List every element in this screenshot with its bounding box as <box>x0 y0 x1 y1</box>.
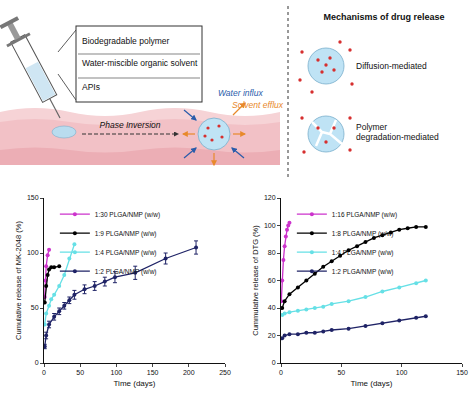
svg-text:150: 150 <box>27 194 39 201</box>
svg-text:1:2 PLGA/NMP (w/w): 1:2 PLGA/NMP (w/w) <box>95 268 157 276</box>
svg-text:100: 100 <box>111 369 123 376</box>
svg-text:100: 100 <box>27 249 39 256</box>
svg-text:1:9 PLGA/NMP (w/w): 1:9 PLGA/NMP (w/w) <box>95 230 157 238</box>
svg-text:Water influx: Water influx <box>218 88 263 98</box>
svg-text:0: 0 <box>42 369 46 376</box>
svg-text:20: 20 <box>268 332 276 339</box>
svg-text:Solvent efflux: Solvent efflux <box>232 100 284 110</box>
svg-text:Mechanisms of drug release: Mechanisms of drug release <box>323 12 444 22</box>
svg-text:Biodegradable polymer: Biodegradable polymer <box>82 36 170 46</box>
svg-text:0: 0 <box>272 359 276 366</box>
svg-text:1:4 PLGA/NMP (w/w): 1:4 PLGA/NMP (w/w) <box>332 249 394 257</box>
svg-text:Time (days): Time (days) <box>114 379 156 388</box>
svg-text:Polymerdegradation-mediated: Polymerdegradation-mediated <box>356 122 439 142</box>
svg-text:Cummulative release of DTG (%): Cummulative release of DTG (%) <box>251 225 260 336</box>
svg-text:50: 50 <box>31 304 39 311</box>
svg-text:1:16 PLGA/NMP (w/w): 1:16 PLGA/NMP (w/w) <box>332 211 397 219</box>
svg-text:60: 60 <box>268 277 276 284</box>
svg-text:Diffusion-mediated: Diffusion-mediated <box>356 61 427 71</box>
svg-text:200: 200 <box>183 369 195 376</box>
svg-text:Water-miscible organic solvent: Water-miscible organic solvent <box>82 58 198 68</box>
svg-text:50: 50 <box>76 369 84 376</box>
svg-text:100: 100 <box>264 222 276 229</box>
svg-text:1:30 PLGA/NMP (w/w): 1:30 PLGA/NMP (w/w) <box>95 211 160 219</box>
svg-text:Time (days): Time (days) <box>351 379 393 388</box>
svg-text:40: 40 <box>268 304 276 311</box>
svg-text:Cumulative release of MK-2048: Cumulative release of MK-2048 (%) <box>14 221 23 340</box>
svg-text:120: 120 <box>264 194 276 201</box>
svg-text:Phase Inversion: Phase Inversion <box>100 120 161 130</box>
svg-text:1:8 PLGA/NMP (w/w): 1:8 PLGA/NMP (w/w) <box>332 230 394 238</box>
svg-text:150: 150 <box>147 369 159 376</box>
svg-text:0: 0 <box>279 369 283 376</box>
svg-text:150: 150 <box>456 369 468 376</box>
svg-text:100: 100 <box>396 369 408 376</box>
svg-text:50: 50 <box>337 369 345 376</box>
svg-text:1:4 PLGA/NMP (w/w): 1:4 PLGA/NMP (w/w) <box>95 249 157 257</box>
svg-text:APIs: APIs <box>82 82 100 92</box>
svg-text:80: 80 <box>268 249 276 256</box>
svg-text:0: 0 <box>35 359 39 366</box>
svg-text:250: 250 <box>219 369 231 376</box>
svg-text:1:2 PLGA/NMP (w/w): 1:2 PLGA/NMP (w/w) <box>332 268 394 276</box>
